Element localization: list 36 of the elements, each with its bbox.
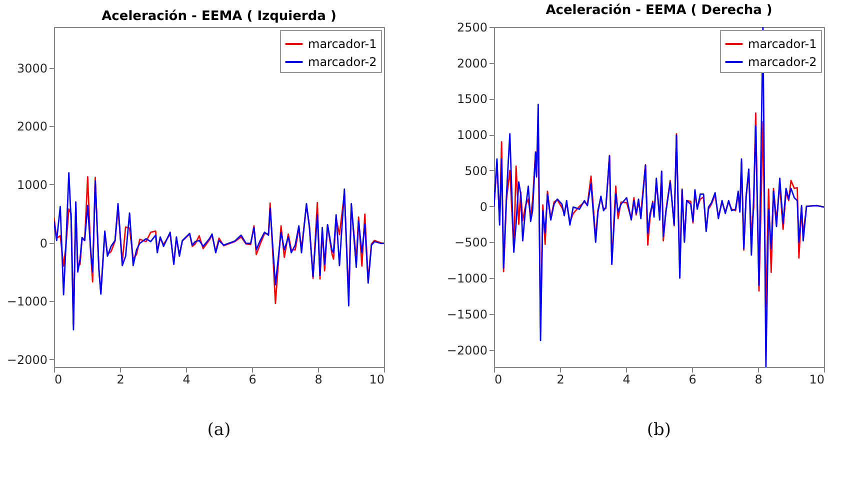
y-tick-label: −1500 bbox=[446, 307, 488, 322]
y-tick-label: 2500 bbox=[456, 20, 488, 34]
x-tick-label: 6 bbox=[688, 372, 696, 386]
y-tick-label: 500 bbox=[464, 164, 488, 178]
chart-title: Aceleración - EEMA ( Izquierda ) bbox=[102, 9, 336, 24]
y-tick-label: 1000 bbox=[16, 178, 48, 192]
y-tick-label: −1000 bbox=[446, 272, 488, 286]
y-tick-label: 3000 bbox=[16, 61, 48, 76]
text: (b) bbox=[646, 420, 672, 440]
y-tick-label: 2000 bbox=[456, 56, 488, 70]
x-tick-label: 0 bbox=[54, 372, 62, 386]
x-tick-label: 2 bbox=[556, 372, 564, 386]
x-tick-label: 8 bbox=[754, 372, 762, 386]
y-tick-label: 0 bbox=[480, 200, 488, 214]
y-tick-label: −2000 bbox=[6, 352, 48, 367]
y-tick-label: −500 bbox=[454, 236, 488, 250]
legend-label: marcador-1 bbox=[748, 37, 817, 51]
y-tick-label: −1000 bbox=[6, 294, 48, 309]
x-tick-label: 2 bbox=[116, 372, 124, 386]
legend-label: marcador-2 bbox=[308, 55, 377, 69]
y-tick-label: 0 bbox=[40, 236, 48, 250]
chart-title: Aceleración - EEMA ( Derecha ) bbox=[546, 3, 772, 18]
x-tick-label: 8 bbox=[314, 372, 322, 386]
x-tick-label: 10 bbox=[369, 372, 384, 386]
y-tick-label: 2000 bbox=[16, 120, 48, 134]
y-tick-label: 1500 bbox=[456, 92, 488, 106]
x-tick-label: 0 bbox=[494, 372, 502, 386]
x-tick-label: 4 bbox=[182, 372, 190, 386]
legend-label: marcador-1 bbox=[308, 37, 377, 51]
x-tick-label: 10 bbox=[809, 372, 824, 386]
y-tick-label: −2000 bbox=[446, 343, 488, 358]
y-tick-label: 1000 bbox=[456, 128, 488, 142]
legend-label: marcador-2 bbox=[748, 55, 817, 69]
text: (a) bbox=[207, 420, 231, 440]
x-tick-label: 6 bbox=[248, 372, 256, 386]
x-tick-label: 4 bbox=[622, 372, 630, 386]
